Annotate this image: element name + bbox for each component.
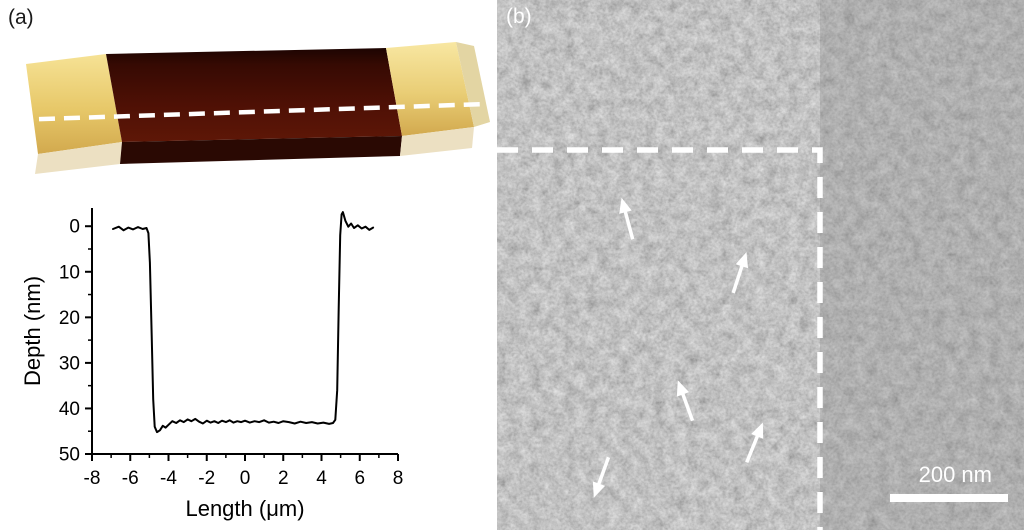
- x-tick-label: -6: [122, 468, 139, 489]
- x-tick-label: 2: [278, 468, 289, 489]
- x-tick-label: 8: [393, 468, 404, 489]
- scale-bar-label: 200 nm: [918, 462, 992, 487]
- annotation-arrow-icon: [592, 456, 611, 498]
- x-tick-label: -2: [198, 468, 215, 489]
- x-tick-label: -4: [160, 468, 177, 489]
- arrow-head: [751, 422, 764, 439]
- afm-3d-svg: [13, 42, 490, 174]
- x-tick-label: -8: [84, 468, 101, 489]
- sem-unetched-region: [820, 0, 1024, 530]
- y-tick-label: 30: [59, 353, 80, 374]
- arrow-head: [619, 197, 632, 214]
- x-axis-label: Length (μm): [185, 496, 304, 521]
- scale-bar: [890, 494, 1008, 502]
- arrow-shaft: [680, 391, 695, 422]
- y-tick-label: 50: [59, 445, 80, 466]
- annotation-arrow-icon: [676, 380, 695, 422]
- y-axis-label: Depth (nm): [20, 276, 45, 386]
- arrow-shaft: [623, 209, 635, 240]
- panel-b-label: (b): [506, 5, 532, 28]
- afm-right-pad-front-face: [400, 127, 474, 156]
- x-tick-label: 4: [316, 468, 327, 489]
- arrow-shaft: [731, 263, 745, 294]
- panel-a-label: (a): [8, 6, 34, 29]
- arrow-head: [592, 481, 606, 498]
- annotation-arrow-icon: [731, 252, 749, 294]
- section-dashed-line: [13, 101, 487, 123]
- depth-profile-line: [112, 211, 375, 434]
- annotation-arrow-icon: [745, 422, 764, 464]
- etch-boundary-dashed-line: [497, 147, 823, 530]
- depth-profile-svg: 0 10 20 30 40 50-8 -6 -4 -2 0 2 4 6 8 Length (μm) Depth…: [20, 208, 404, 521]
- y-tick-label: 10: [59, 262, 80, 283]
- x-tick-label: 6: [354, 468, 365, 489]
- panel-a: (a): [0, 0, 492, 530]
- afm-left-pad: [26, 54, 122, 154]
- afm-3d-image: [4, 24, 490, 192]
- afm-trench: [106, 48, 402, 142]
- x-tick-label: 0: [240, 468, 251, 489]
- panel-b: (b) 200 nm: [497, 0, 1024, 530]
- afm-right-pad: [386, 42, 474, 136]
- arrow-head: [676, 380, 690, 397]
- sem-annotations: [497, 147, 823, 530]
- afm-trench-front-face: [120, 136, 402, 164]
- arrow-shaft: [596, 456, 611, 487]
- sem-grain-fine: [497, 0, 1024, 530]
- afm-left-pad-front-face: [35, 142, 122, 174]
- depth-profile-chart: 0 10 20 30 40 50 -8 -6 -4 -2 0 2 4 6 8 Length (μm) Depth…: [18, 192, 454, 522]
- arrow-shaft: [745, 433, 760, 464]
- afm-right-pad-side-face: [456, 42, 490, 127]
- arrow-head: [735, 252, 749, 269]
- annotation-arrow-icon: [619, 197, 635, 240]
- y-tick-label: 20: [59, 308, 80, 329]
- y-tick-label: 0: [69, 217, 80, 238]
- sem-image-svg: [497, 0, 1024, 530]
- y-tick-label: 40: [59, 399, 80, 420]
